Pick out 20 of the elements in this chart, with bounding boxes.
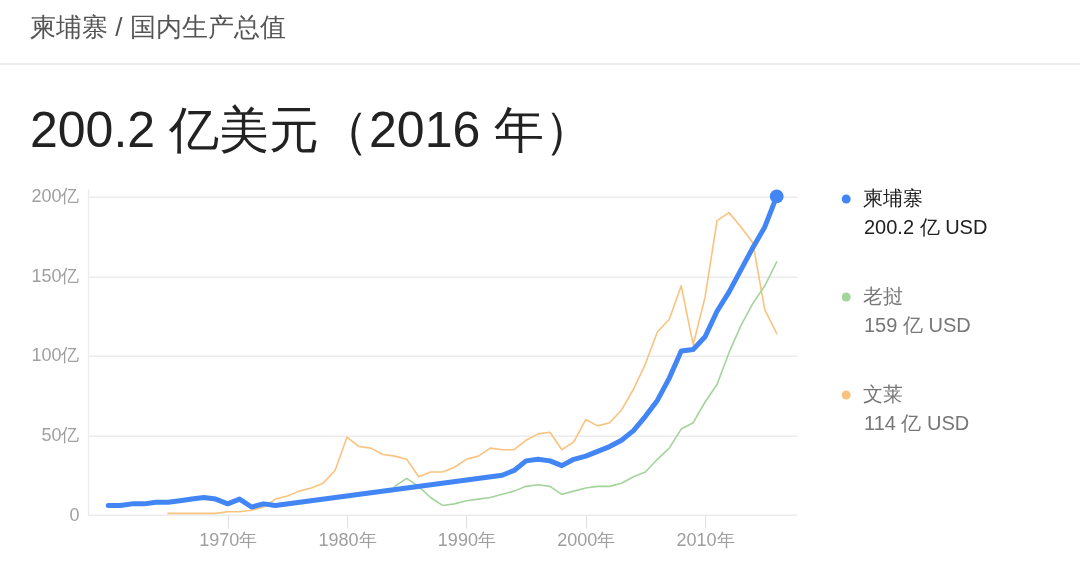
text: 159 亿 USD — [864, 313, 971, 336]
y-tick-label: 0 — [69, 504, 80, 525]
x-tick-label: 1990年 — [437, 529, 496, 550]
y-tick-label: 50亿 — [41, 424, 80, 445]
legend-label: 文莱 — [862, 383, 903, 405]
legend-label: 柬埔寨 — [862, 187, 923, 209]
x-tick-label: 2000年 — [557, 529, 616, 550]
y-tick-label: 150亿 — [31, 265, 80, 286]
legend-label: 老挝 — [862, 285, 903, 307]
x-tick-label: 2010年 — [676, 529, 735, 550]
line-series — [393, 261, 778, 507]
text: 200.2 亿 USD — [864, 215, 988, 238]
line-series — [167, 211, 778, 515]
text: 柬埔寨 / 国内生产总值 — [30, 12, 286, 42]
y-tick-label: 200亿 — [31, 186, 80, 207]
y-tick-label: 100亿 — [31, 345, 80, 366]
chart-title: 200.2 亿美元（2016 年） — [30, 102, 595, 158]
x-tick-label: 1970年 — [199, 529, 258, 550]
x-tick-label: 1980年 — [318, 529, 377, 550]
text: 114 亿 USD — [864, 411, 970, 434]
